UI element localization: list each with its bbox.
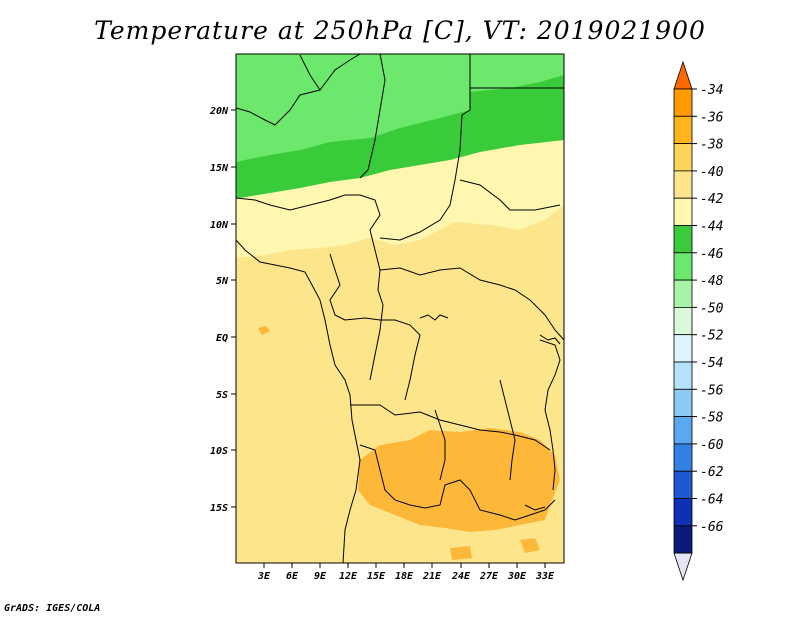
colorbar-swatch [673, 498, 693, 527]
lat-tick-label: 10S [210, 446, 228, 457]
band-46b [470, 54, 564, 92]
lon-tick-label: 30E [507, 571, 527, 582]
lon-tick-label: 18E [395, 571, 414, 582]
colorbar-swatch [673, 525, 693, 554]
band-42 [236, 135, 564, 258]
colorbar-swatch [673, 470, 693, 499]
colorbar-label: -56 [700, 383, 724, 398]
lat-tick-label: EQ [216, 333, 228, 344]
colorbar-label: -40 [700, 165, 724, 180]
lon-tick-label: 15E [367, 571, 386, 582]
lon-axis: 3E 6E 9E 12E 15E 18E 21E 24E 27E 30E 33E [257, 563, 555, 582]
colorbar-swatch [673, 170, 693, 199]
colorbar-label: -38 [700, 138, 724, 153]
colorbar-swatch [673, 115, 693, 145]
borders [236, 54, 564, 563]
lat-tick-label: 10N [210, 220, 229, 231]
colorbar-label: -64 [700, 493, 723, 508]
colorbar-label: -42 [700, 192, 724, 207]
lat-tick-label: 15N [210, 163, 229, 174]
lat-tick-label: 5N [216, 276, 229, 287]
credit-label: GrADS: IGES/COLA [4, 603, 101, 614]
colorbar-label: -50 [700, 301, 724, 316]
colorbar-swatch [673, 443, 693, 472]
colorbar-swatch [673, 334, 693, 363]
colorbar-swatch [673, 388, 693, 417]
colorbar-swatch [673, 197, 693, 226]
colorbar: -34 -36 -38 -40 -42 -44 -46 -48 -50 -52 -54 -56 -58 -… [673, 60, 724, 582]
colorbar-label: -44 [700, 220, 723, 235]
band-38-spot2 [520, 538, 540, 553]
lon-tick-label: 24E [451, 571, 471, 582]
colorbar-label: -58 [700, 411, 724, 426]
colorbar-swatch [673, 252, 693, 281]
colorbar-top-arrow [673, 60, 693, 90]
colorbar-swatch [673, 88, 693, 117]
lat-tick-label: 20N [209, 106, 229, 117]
lat-tick-label: 5S [216, 390, 228, 401]
colorbar-swatch [673, 225, 693, 254]
lon-tick-label: 12E [339, 571, 358, 582]
colorbar-label: -36 [700, 110, 724, 125]
colorbar-swatch [673, 306, 693, 336]
colorbar-label: -34 [700, 83, 723, 98]
colorbar-label: -62 [700, 465, 724, 480]
map-frame [235, 53, 565, 564]
colorbar-label: -52 [700, 329, 724, 344]
lon-tick-label: 3E [257, 571, 271, 582]
colorbar-label: -46 [700, 247, 724, 262]
band-38-spot3 [450, 546, 472, 560]
colorbar-swatch [673, 279, 693, 308]
band-46 [236, 54, 470, 162]
colorbar-label: -66 [700, 520, 724, 535]
colorbar-swatch [673, 361, 693, 390]
band-38-spot1 [258, 326, 270, 335]
colorbar-label: -48 [700, 274, 724, 289]
map-title: Temperature at 250hPa [C], VT: 201902190… [94, 16, 706, 45]
lon-tick-label: 27E [479, 571, 499, 582]
colorbar-bottom-arrow [673, 552, 693, 582]
colorbar-swatch [673, 416, 693, 445]
lon-tick-label: 6E [286, 571, 299, 582]
lon-tick-label: 33E [535, 571, 555, 582]
lat-axis: 20N 15N 10N 5N EQ 5S 10S 15S [209, 106, 236, 514]
lon-tick-label: 21E [422, 571, 442, 582]
colorbar-swatch [673, 143, 693, 172]
lat-tick-label: 15S [210, 503, 228, 514]
map-plot [236, 54, 564, 563]
colorbar-label: -54 [700, 356, 723, 371]
colorbar-label: -60 [700, 438, 724, 453]
lon-tick-label: 9E [314, 571, 327, 582]
